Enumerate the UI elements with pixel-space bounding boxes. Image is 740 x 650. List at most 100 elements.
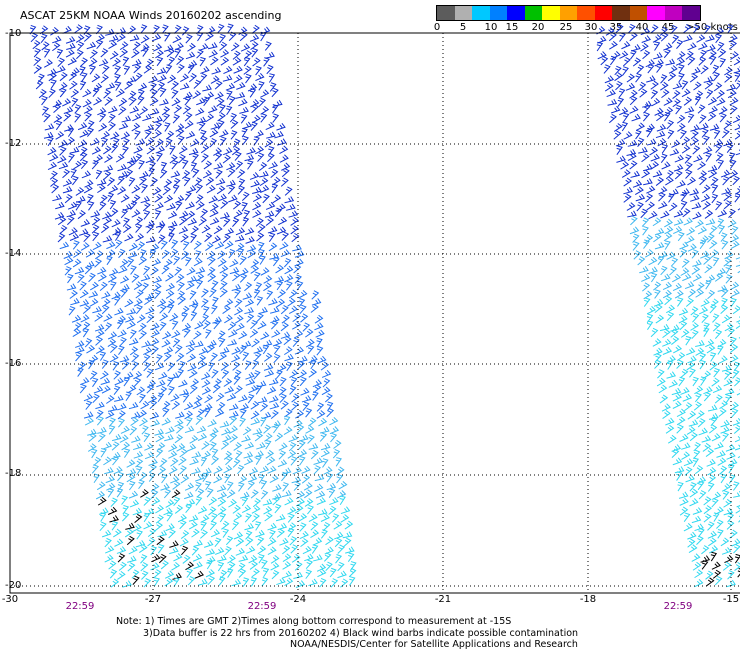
wind-barb: [720, 473, 727, 484]
wind-barb: [707, 474, 717, 484]
wind-barb: [678, 64, 685, 74]
wind-barb: [317, 508, 328, 516]
wind-barb: [652, 217, 662, 227]
wind-barb: [662, 338, 672, 347]
wind-barb: [722, 432, 730, 442]
wind-barb: [239, 106, 249, 114]
wind-barb: [670, 324, 680, 332]
wind-barb: [646, 320, 654, 330]
wind-barb: [164, 122, 171, 132]
wind-barb: [156, 152, 163, 162]
wind-barb: [237, 169, 246, 179]
wind-barb: [154, 362, 165, 371]
wind-barb: [712, 313, 720, 323]
wind-barb: [308, 578, 318, 587]
wind-barb: [290, 376, 298, 387]
wind-barb: [184, 402, 194, 411]
wind-barb: [133, 451, 144, 459]
wind-barb: [129, 34, 140, 42]
legend-swatch: [542, 6, 560, 20]
wind-barb: [238, 394, 248, 403]
wind-barb: [650, 24, 659, 34]
wind-barb: [734, 192, 740, 203]
wind-barb: [227, 23, 234, 34]
wind-barb: [277, 522, 288, 531]
wind-barb: [222, 74, 233, 82]
wind-barb: [320, 361, 330, 371]
wind-barb: [637, 137, 645, 147]
wind-barb: [250, 400, 260, 410]
wind-barb: [260, 267, 270, 276]
wind-barb: [213, 225, 223, 235]
wind-barb: [205, 242, 214, 252]
wind-barb: [105, 410, 115, 419]
wind-barb: [94, 258, 103, 268]
wind-barb: [110, 131, 120, 140]
wind-barb: [618, 88, 626, 98]
wind-barb: [629, 105, 639, 114]
wind-barb: [245, 372, 255, 380]
wind-barb: [56, 48, 64, 59]
wind-barb: [139, 330, 148, 340]
legend-swatch: [612, 6, 630, 20]
wind-barb: [694, 392, 702, 403]
wind-barb: [149, 399, 158, 410]
wind-barb: [104, 96, 113, 106]
wind-barb: [195, 194, 204, 204]
wind-barb: [711, 433, 721, 442]
wind-barb: [735, 253, 740, 260]
wind-barb: [720, 419, 730, 428]
wind-barb: [268, 232, 276, 243]
wind-barb: [318, 417, 328, 427]
wind-barb: [714, 329, 723, 339]
wind-barb: [670, 24, 678, 35]
legend-tick: 35: [609, 22, 623, 33]
wind-barb: [250, 99, 260, 108]
wind-barb: [281, 162, 291, 171]
wind-barb: [139, 417, 149, 427]
wind-barb: [657, 369, 665, 379]
wind-barb: [703, 386, 713, 395]
wind-barb: [118, 561, 127, 571]
wind-barb: [233, 74, 243, 84]
wind-barb: [252, 193, 262, 202]
wind-barb: [106, 395, 115, 404]
wind-barb: [671, 34, 680, 44]
wind-barb: [71, 314, 82, 323]
wind-barb: [280, 249, 291, 258]
wind-barb: [706, 577, 715, 587]
wind-barb: [700, 298, 710, 307]
wind-barb: [122, 580, 132, 588]
wind-barb: [157, 392, 165, 403]
wind-barb: [161, 473, 168, 484]
wind-barb: [307, 504, 314, 515]
wind-barb: [254, 432, 264, 442]
wind-barb: [137, 241, 146, 251]
wind-barb: [312, 391, 319, 401]
wind-barb: [111, 219, 121, 228]
wind-barb: [135, 304, 144, 315]
wind-barb: [62, 25, 72, 34]
wind-barb: [245, 236, 255, 244]
wind-barb: [142, 113, 152, 122]
wind-barb: [38, 89, 47, 99]
wind-barb: [698, 42, 708, 50]
wind-barb: [114, 239, 123, 249]
wind-barb: [642, 100, 652, 108]
wind-barb: [609, 40, 618, 50]
wind-barb: [224, 298, 234, 307]
wind-barb: [665, 424, 675, 434]
wind-barb: [735, 149, 740, 156]
wind-barb: [162, 400, 171, 410]
wind-barb: [161, 249, 170, 259]
wind-barb: [692, 259, 702, 267]
wind-barb: [320, 529, 328, 539]
wind-barb: [193, 257, 203, 267]
wind-barb: [79, 151, 88, 162]
wind-barb: [48, 72, 57, 82]
wind-barb: [232, 458, 241, 468]
wind-barb: [249, 172, 260, 180]
wind-barb: [117, 553, 126, 563]
wind-barb: [232, 146, 241, 156]
wind-barb: [222, 305, 231, 314]
